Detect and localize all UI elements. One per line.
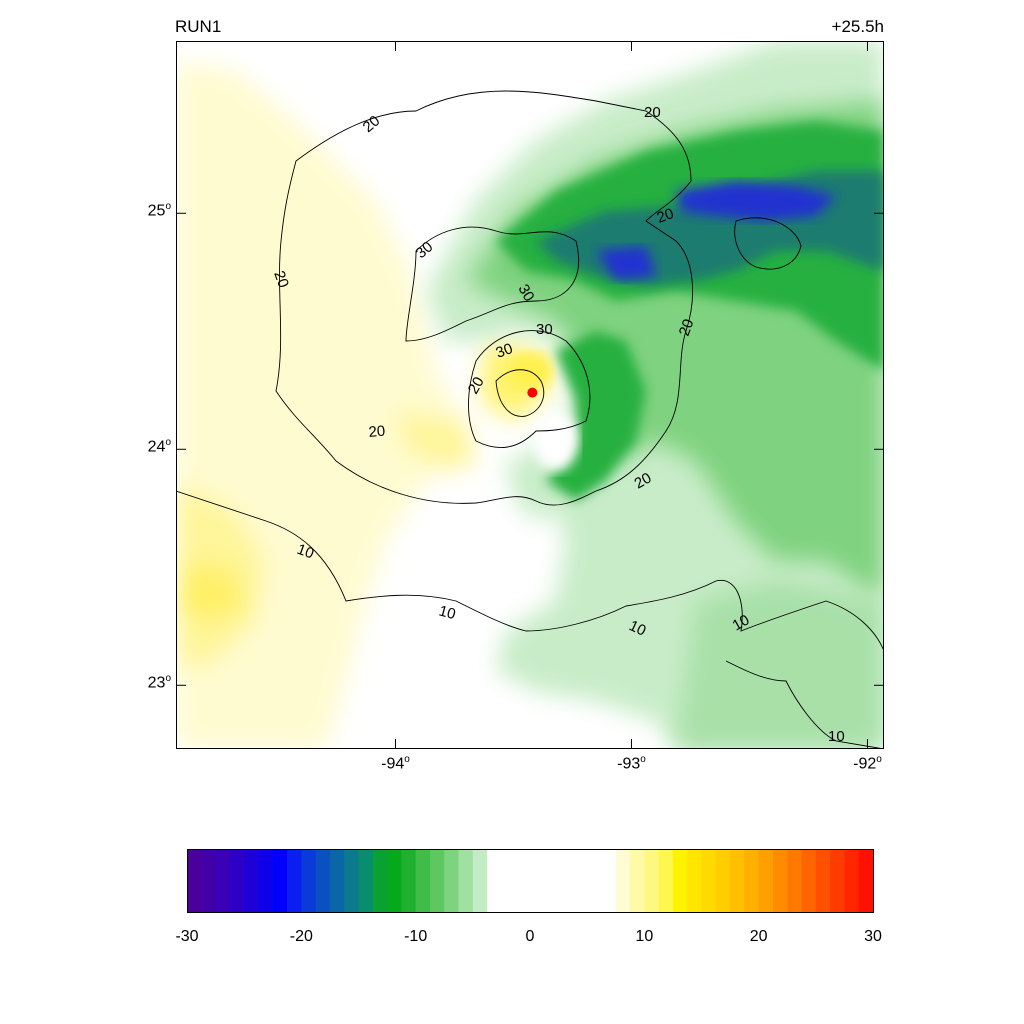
contour-30-outer — [405, 226, 580, 342]
colorbar-tick-label: 30 — [864, 928, 882, 945]
lat-label: 24o — [147, 437, 171, 456]
colorbar-cell — [329, 849, 345, 912]
colorbar-cell — [301, 849, 317, 912]
colorbar-cell — [201, 849, 217, 912]
core-white-blob — [534, 411, 578, 471]
lon-label: -92o — [853, 754, 882, 773]
contour-lines — [176, 90, 884, 749]
storm-center-marker — [527, 387, 538, 398]
colorbar-cell — [244, 849, 260, 912]
colorbar-cell — [844, 849, 860, 912]
colorbar-cell — [229, 849, 245, 912]
contour-label: 10 — [295, 541, 316, 563]
contour-20-outer — [275, 90, 694, 506]
contour-label: 20 — [270, 269, 292, 290]
contour-label: 10 — [437, 602, 458, 623]
colorbar-cell — [672, 849, 688, 912]
colorbar-cell — [587, 849, 603, 912]
colorbar-cell — [715, 849, 731, 912]
colorbar-frame — [187, 849, 874, 913]
contour-label: 20 — [368, 423, 386, 441]
contour-label: 20 — [676, 317, 698, 338]
colorbar-cell — [272, 849, 288, 912]
colorbar-cell — [830, 849, 846, 912]
colorbar-cell — [415, 849, 431, 912]
map-frame — [176, 41, 884, 749]
lon-label: -93o — [617, 754, 646, 773]
colorbar-cell — [644, 849, 660, 912]
colorbar-cell — [558, 849, 574, 912]
colorbar-cell — [401, 849, 417, 912]
lat-label: 25o — [147, 201, 171, 220]
colorbar-tick-label: 10 — [635, 928, 654, 945]
colorbar-cell — [730, 849, 745, 912]
colorbar-cell — [787, 849, 803, 912]
map-panel: 20 20 20 20 20 20 20 20 30 30 30 30 10 1… — [176, 41, 884, 749]
colorbar-cell — [344, 849, 360, 912]
colorbar-cell — [544, 849, 560, 912]
colorbar-tick-label: -20 — [289, 928, 313, 945]
colorbar-cell — [444, 849, 460, 912]
positive-field — [176, 61, 551, 749]
run-label: RUN1 — [175, 17, 222, 36]
contour-label: 20 — [465, 374, 488, 397]
colorbar — [187, 849, 874, 913]
colorbar-tick-label: -10 — [404, 928, 428, 945]
colorbar-cell — [358, 849, 374, 912]
colorbar-cell — [744, 849, 760, 912]
colorbar-cell — [687, 849, 703, 912]
contour-label: 10 — [626, 617, 648, 639]
axis-ticks — [176, 41, 884, 749]
colorbar-cell — [758, 849, 774, 912]
colorbar-cell — [615, 849, 631, 912]
contour-label: 30 — [536, 321, 553, 338]
core-positive-blob — [509, 353, 553, 389]
colorbar-cell — [372, 849, 388, 912]
lat-label: 23o — [147, 673, 171, 692]
colorbar-cell — [630, 849, 645, 912]
colorbar-cell — [515, 849, 531, 912]
negative-field — [426, 41, 884, 749]
colorbar-cell — [487, 849, 503, 912]
contour-20-ne — [734, 217, 802, 270]
contour-label: 20 — [644, 104, 661, 121]
colorbar-tick-label: 20 — [749, 928, 768, 945]
forecast-time-label: +25.5h — [831, 17, 884, 36]
colorbar-cell — [701, 849, 717, 912]
colorbar-cell — [458, 849, 474, 912]
colorbar-cell — [530, 849, 545, 912]
colorbar-cell — [187, 849, 202, 912]
colorbar-cell — [501, 849, 517, 912]
colorbar-tick-label: -30 — [175, 928, 199, 945]
colorbar-cell — [472, 849, 488, 912]
colorbar-cell — [601, 849, 617, 912]
colorbar-cell — [658, 849, 674, 912]
contour-label: 20 — [655, 205, 676, 227]
contour-label: 10 — [730, 611, 753, 634]
contour-label: 20 — [632, 469, 655, 492]
colorbar-cell — [772, 849, 788, 912]
colorbar-cell — [315, 849, 331, 912]
colorbar-cell — [387, 849, 402, 912]
contour-label: 30 — [515, 282, 538, 305]
contour-30-inner — [468, 330, 591, 448]
contour-label: 30 — [494, 340, 515, 362]
colorbar-cell — [258, 849, 274, 912]
colorbar-cell — [287, 849, 302, 912]
colorbar-cell — [215, 849, 231, 912]
contour-10 — [176, 490, 884, 749]
colorbar-cell — [815, 849, 831, 912]
colorbar-tick-label: 0 — [525, 928, 535, 945]
contour-20-inner — [495, 369, 545, 417]
lon-label: -94o — [381, 754, 410, 773]
colorbar-cell — [801, 849, 817, 912]
colorbar-cell — [429, 849, 445, 912]
colorbar-cell — [858, 849, 874, 912]
colorbar-cell — [572, 849, 588, 912]
contour-label: 10 — [828, 728, 845, 745]
